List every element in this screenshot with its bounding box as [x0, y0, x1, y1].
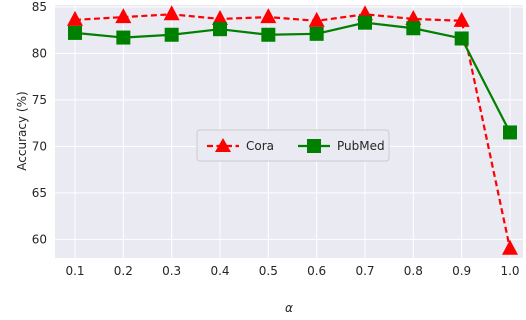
legend-cora-label: Cora — [246, 139, 274, 153]
cora-point — [163, 5, 180, 21]
pubmed-point — [503, 125, 517, 140]
legend-pubmed-marker — [307, 139, 321, 153]
legend-box — [196, 129, 390, 162]
x-tick-labels: 0.1 0.2 0.3 0.4 0.5 0.6 0.7 0.8 0.9 1.0 — [65, 264, 519, 278]
cora-point — [308, 11, 325, 27]
x-tick-label: 0.4 — [210, 264, 229, 278]
x-axis-label: α — [285, 301, 293, 315]
legend-pubmed-label: PubMed — [337, 139, 385, 153]
pubmed-point — [164, 27, 179, 42]
pubmed-point — [406, 21, 421, 36]
y-tick-label: 80 — [32, 46, 47, 60]
y-tick-labels: 60 65 70 75 80 85 — [32, 0, 47, 246]
cora-point — [67, 10, 83, 26]
cora-point — [260, 8, 277, 24]
cora-point — [212, 9, 228, 25]
x-tick-label: 0.8 — [404, 264, 423, 278]
cora-point — [453, 11, 470, 27]
pubmed-point — [213, 22, 227, 37]
cora-point — [115, 8, 132, 24]
series-layer — [67, 5, 518, 255]
pubmed-point — [261, 27, 276, 42]
x-tick-label: 1.0 — [500, 264, 519, 278]
x-tick-label: 0.6 — [307, 264, 326, 278]
cora-point — [502, 239, 518, 255]
y-axis-label: Accuracy (%) — [15, 91, 29, 170]
pubmed-point — [68, 25, 82, 40]
x-tick-label: 0.7 — [355, 264, 374, 278]
pubmed-series-line — [74, 21, 511, 133]
x-tick-label: 0.1 — [65, 264, 84, 278]
pubmed-point — [116, 30, 131, 45]
pubmed-point — [358, 15, 372, 30]
y-tick-label: 85 — [32, 0, 47, 14]
pubmed-point — [454, 31, 469, 46]
x-tick-label: 0.3 — [162, 264, 181, 278]
y-tick-label: 75 — [32, 93, 47, 107]
y-tick-label: 60 — [32, 232, 47, 246]
y-tick-label: 65 — [32, 186, 47, 200]
x-tick-label: 0.9 — [452, 264, 471, 278]
x-tick-label: 0.2 — [114, 264, 133, 278]
pubmed-point — [309, 26, 324, 41]
legend-cora-marker — [215, 138, 231, 152]
cora-point — [405, 9, 422, 25]
legend: Cora PubMed — [196, 129, 390, 162]
y-tick-label: 70 — [32, 139, 47, 153]
cora-series-line — [74, 13, 512, 249]
x-tick-label: 0.5 — [259, 264, 278, 278]
